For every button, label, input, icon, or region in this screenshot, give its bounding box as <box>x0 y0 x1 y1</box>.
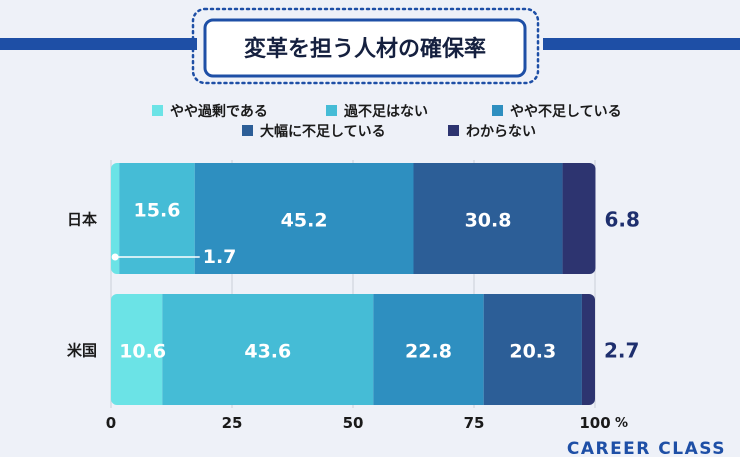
bar-segment <box>581 294 595 405</box>
bar-segment <box>162 294 374 405</box>
legend-swatch <box>326 105 337 116</box>
title-band-left <box>0 38 197 50</box>
bar-segment <box>373 294 484 405</box>
legend-label: やや過剰である <box>170 103 268 120</box>
legend-swatch <box>242 125 253 136</box>
bar-segment <box>111 294 163 405</box>
legend-swatch <box>152 105 163 116</box>
data-label: 15.6 <box>134 200 181 222</box>
data-label: 10.6 <box>119 341 166 363</box>
brand-logo: CAREER CLASS <box>567 439 726 457</box>
bar-segment <box>483 294 582 405</box>
data-label: 2.7 <box>604 339 639 363</box>
legend-swatch <box>492 105 503 116</box>
legend-label: 大幅に不足している <box>260 123 386 140</box>
chart-title: 変革を担う人材の確保率 <box>244 36 486 62</box>
data-label: 30.8 <box>465 210 512 232</box>
legend-label: 過不足はない <box>343 104 428 120</box>
category-label: 日本 <box>67 211 97 229</box>
x-tick-label: 25 <box>222 414 243 432</box>
x-tick-label: 50 <box>343 414 364 432</box>
legend-label: やや不足している <box>510 104 622 120</box>
data-label: 45.2 <box>281 210 328 232</box>
bar-segment <box>194 163 414 274</box>
x-unit-label: % <box>615 416 628 431</box>
data-label: 1.7 <box>203 246 237 268</box>
data-label: 6.8 <box>604 208 639 232</box>
title-band-right <box>543 38 740 50</box>
legend-swatch <box>448 125 459 136</box>
bar-segment <box>111 163 120 274</box>
data-label: 20.3 <box>509 341 556 363</box>
data-label: 43.6 <box>244 341 291 363</box>
x-tick-label: 0 <box>106 414 116 432</box>
bar-segment <box>119 163 195 274</box>
category-label: 米国 <box>67 342 97 360</box>
legend-label: わからない <box>466 124 536 140</box>
title-dotted-frame <box>191 7 540 85</box>
data-label: 22.8 <box>405 341 452 363</box>
bar-segment <box>413 163 563 274</box>
x-tick-label: 100 <box>579 414 610 432</box>
bar-segment <box>562 163 596 274</box>
title-box <box>203 18 527 78</box>
x-tick-label: 75 <box>464 414 485 432</box>
